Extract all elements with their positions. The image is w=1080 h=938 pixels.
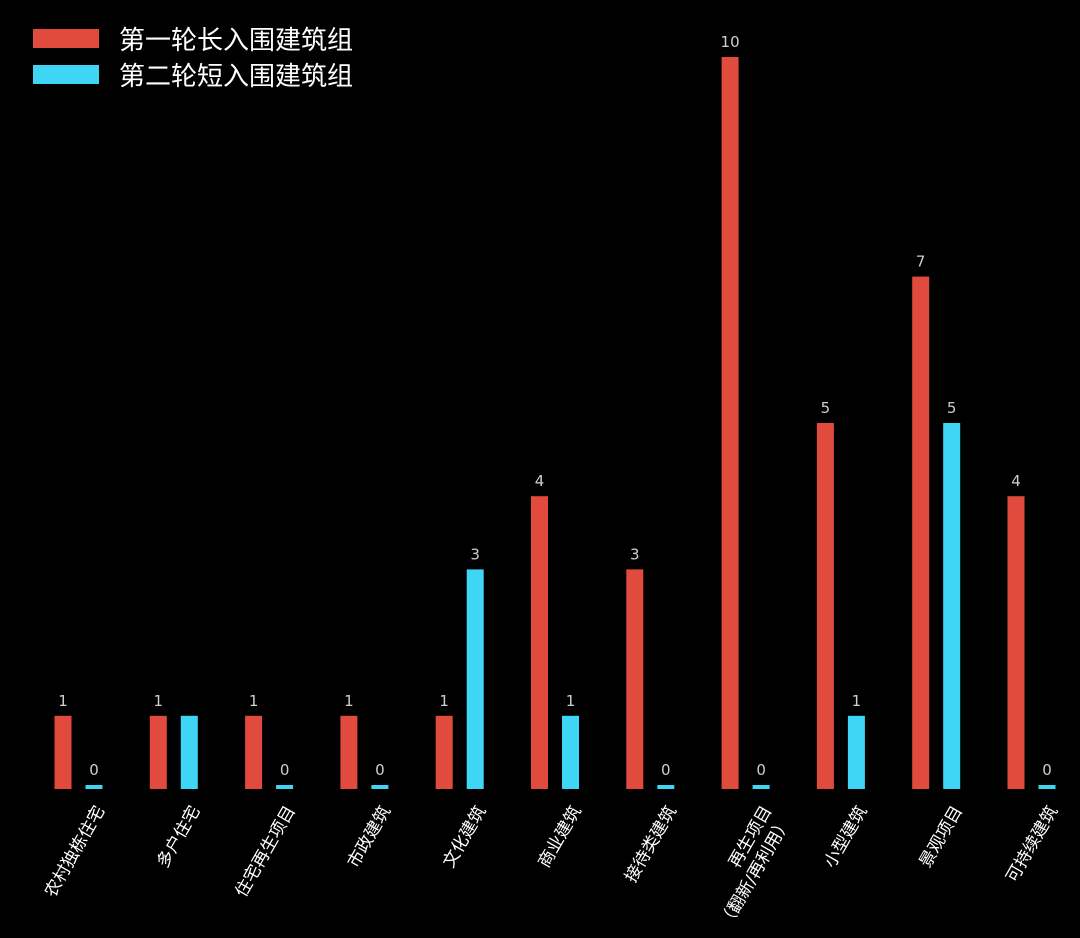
bar-series2-5 [562,715,579,789]
chart-legend: 第一轮长入围建筑组 第二轮短入围建筑组 [33,20,353,92]
bar-series2-6 [657,785,675,789]
x-tick-label-text: 市政建筑 [344,803,395,872]
data-label-series1-10: 4 [1011,472,1021,490]
bar-series2-1 [180,715,198,789]
data-label-series1-3: 1 [344,692,354,710]
bar-series2-10 [1038,785,1056,789]
legend-item-series1: 第一轮长入围建筑组 [33,20,353,56]
data-label-series2-8: 1 [852,692,862,710]
data-label-series1-0: 1 [58,692,68,710]
bar-series2-3 [371,785,389,789]
bar-series1-5 [531,496,548,789]
data-label-series2-7: 0 [756,761,766,779]
x-tick-label-text: 接待类建筑 [621,803,681,887]
x-tick-label-0: 农村独栋住宅 [41,803,109,901]
data-label-series2-3: 0 [375,761,385,779]
legend-item-series2: 第二轮短入围建筑组 [33,56,353,92]
data-label-series1-2: 1 [249,692,259,710]
data-label-series1-5: 4 [535,472,545,490]
data-label-series1-1: 1 [154,692,164,710]
data-label-series2-6: 0 [661,761,671,779]
x-tick-label-1: 多户住宅 [153,803,204,872]
bar-series1-10 [1007,496,1025,789]
data-label-series1-9: 7 [916,253,926,271]
data-label-series1-7: 10 [721,33,740,51]
bar-series1-1 [149,715,167,789]
x-tick-label-7: 再生项目（翻新/再利用） [716,803,796,932]
x-tick-label-5: 商业建筑 [535,803,586,872]
x-tick-label-text: 文化建筑 [439,803,490,872]
x-tick-label-text: 小型建筑 [820,803,871,872]
x-tick-label-9: 景观项目 [916,803,967,872]
data-label-series2-9: 5 [947,399,957,417]
bar-series1-6 [626,569,644,789]
bar-series1-9 [912,276,930,790]
data-label-series1-4: 1 [439,692,449,710]
x-tick-label-6: 接待类建筑 [621,803,681,887]
bar-series2-9 [943,423,961,789]
x-tick-label-4: 文化建筑 [439,803,490,872]
bar-series1-3 [340,715,358,789]
legend-swatch-series1 [33,28,99,48]
x-tick-label-text: 可持续建筑 [1003,803,1063,887]
bar-series1-0 [54,715,72,789]
legend-label-series2: 第二轮短入围建筑组 [119,61,354,92]
bar-series1-8 [816,423,834,789]
x-tick-label-text: 农村独栋住宅 [41,803,109,901]
legend-swatch-series2 [33,64,99,84]
bar-series1-2 [245,715,263,789]
x-tick-label-2: 住宅再生项目 [232,803,300,901]
x-tick-label-text: 景观项目 [916,803,967,872]
data-label-series2-5: 1 [566,692,576,710]
x-tick-label-10: 可持续建筑 [1003,803,1063,887]
bar-series2-0 [85,785,103,789]
bar-series1-7 [721,57,739,789]
data-label-series2-2: 0 [280,761,290,779]
data-label-series2-0: 0 [89,761,99,779]
x-tick-label-3: 市政建筑 [344,803,395,872]
data-label-series2-4: 3 [470,545,480,563]
bar-series2-4 [466,569,484,789]
x-tick-label-text: 多户住宅 [153,803,204,872]
bar-series2-2 [276,785,294,789]
bar-series2-7 [752,785,770,789]
x-tick-label-8: 小型建筑 [820,803,871,872]
legend-label-series1: 第一轮长入围建筑组 [119,25,354,56]
bar-series2-8 [847,715,865,789]
x-tick-label-text: 住宅再生项目 [232,803,300,901]
data-label-series1-8: 5 [821,399,831,417]
x-tick-label-text: 商业建筑 [535,803,586,872]
data-label-series1-6: 3 [630,545,640,563]
data-label-series2-10: 0 [1042,761,1052,779]
bar-series1-4 [435,715,453,789]
